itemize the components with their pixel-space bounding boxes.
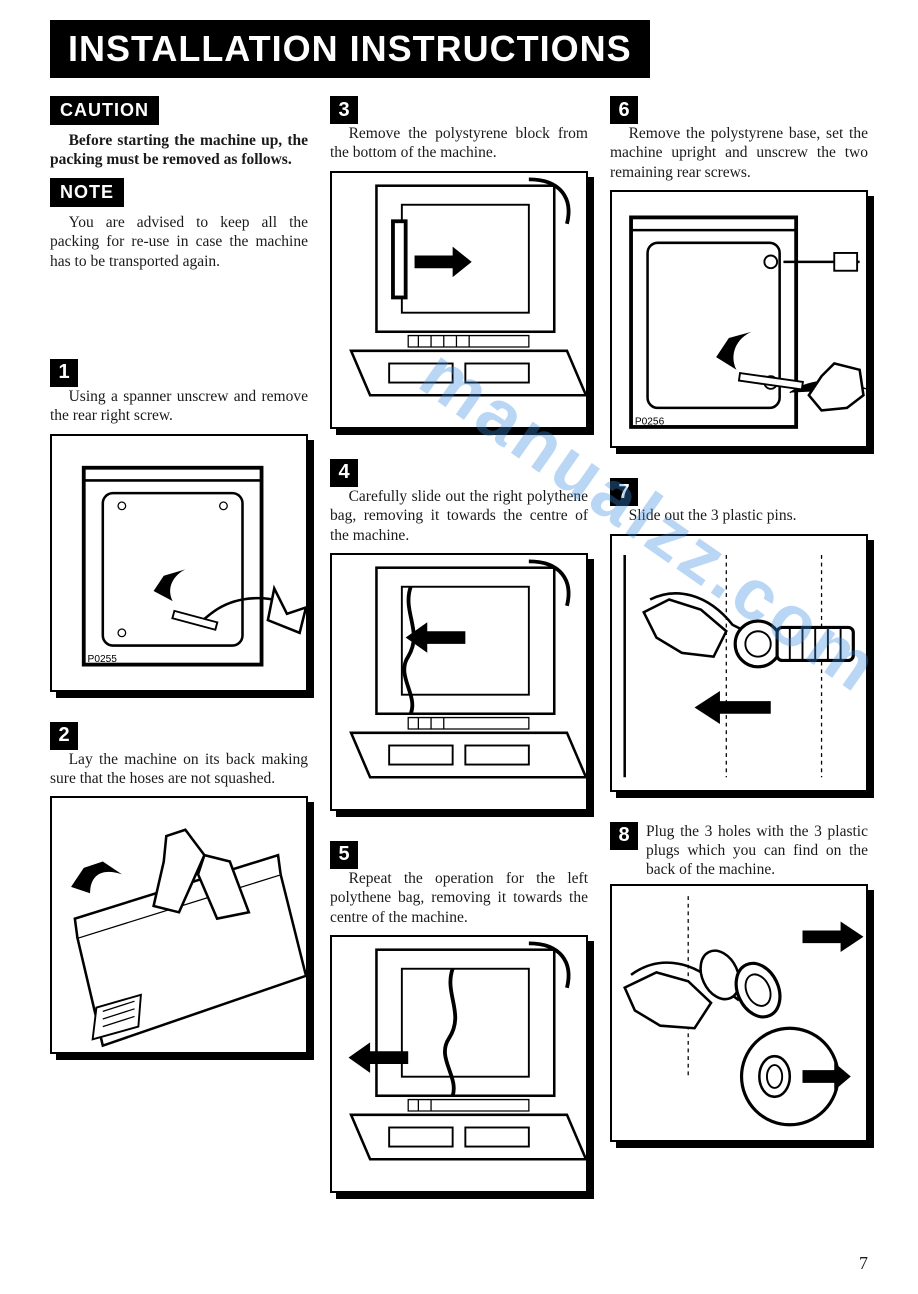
- content-columns: CAUTION Before starting the machine up, …: [50, 96, 868, 1223]
- step-4-number: 4: [330, 459, 358, 487]
- column-3: 6 Remove the polystyrene base, set the m…: [610, 96, 868, 1172]
- step-4-text: Carefully slide out the right polythene …: [330, 487, 588, 545]
- fig-code-1: P0255: [88, 654, 118, 665]
- figure-8: [610, 884, 868, 1142]
- figure-4: [330, 553, 588, 811]
- step-1-text: Using a spanner unscrew and remove the r…: [50, 387, 308, 426]
- step-6-number: 6: [610, 96, 638, 124]
- step-4: 4 Carefully slide out the right polythen…: [330, 459, 588, 829]
- note-text: You are advised to keep all the packing …: [50, 213, 308, 271]
- step-3: 3 Remove the polystyrene block from the …: [330, 96, 588, 447]
- column-1: CAUTION Before starting the machine up, …: [50, 96, 308, 1084]
- step-1: 1 Using a spanner unscrew and remove the…: [50, 359, 308, 710]
- step-3-text: Remove the polystyrene block from the bo…: [330, 124, 588, 163]
- page-number: 7: [50, 1253, 868, 1274]
- caution-label: CAUTION: [50, 96, 159, 125]
- fig-code-6: P0256: [635, 417, 665, 428]
- figure-5: [330, 935, 588, 1193]
- step-8-text: Plug the 3 holes with the 3 plastic plug…: [646, 822, 868, 880]
- step-7: 7 Slide out the 3 plastic pins.: [610, 478, 868, 809]
- caution-text: Before starting the machine up, the pack…: [50, 131, 308, 170]
- step-2: 2 Lay the machine on its back making sur…: [50, 722, 308, 1073]
- step-6-text: Remove the polystyrene base, set the mac…: [610, 124, 868, 182]
- figure-7: [610, 534, 868, 792]
- figure-1: P0255: [50, 434, 308, 692]
- note-label: NOTE: [50, 178, 124, 207]
- page-title: INSTALLATION INSTRUCTIONS: [50, 20, 650, 78]
- step-2-number: 2: [50, 722, 78, 750]
- step-1-number: 1: [50, 359, 78, 387]
- figure-6: P0256: [610, 190, 868, 448]
- step-7-text: Slide out the 3 plastic pins.: [610, 506, 868, 525]
- figure-2: [50, 796, 308, 1054]
- step-5: 5 Repeat the operation for the left poly…: [330, 841, 588, 1211]
- step-8: 8 Plug the 3 holes with the 3 plastic pl…: [610, 822, 868, 1160]
- step-6: 6 Remove the polystyrene base, set the m…: [610, 96, 868, 466]
- figure-3: [330, 171, 588, 429]
- column-2: 3 Remove the polystyrene block from the …: [330, 96, 588, 1223]
- step-2-text: Lay the machine on its back making sure …: [50, 750, 308, 789]
- step-8-number: 8: [610, 822, 638, 850]
- step-3-number: 3: [330, 96, 358, 124]
- step-5-number: 5: [330, 841, 358, 869]
- step-7-number: 7: [610, 478, 638, 506]
- step-5-text: Repeat the operation for the left polyth…: [330, 869, 588, 927]
